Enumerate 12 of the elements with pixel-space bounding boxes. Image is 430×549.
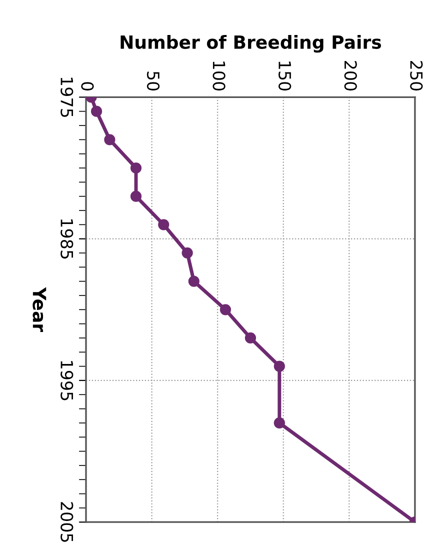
y-axis-title: Year <box>32 287 46 332</box>
x-tick-label: 0 <box>81 82 94 91</box>
x-tick-label: 200 <box>344 61 357 91</box>
x-tick-label: 100 <box>212 62 226 91</box>
y-tick-label: 1995 <box>60 361 74 400</box>
x-axis-title: Number of Breeding Pairs <box>120 34 382 53</box>
y-tick-label: 2005 <box>60 502 74 542</box>
y-tick-label: 1975 <box>60 78 74 117</box>
y-tick-label: 1985 <box>60 219 74 259</box>
x-tick-label: 50 <box>146 72 160 91</box>
x-tick-label: 150 <box>278 62 292 91</box>
x-tick-label: 250 <box>410 61 423 91</box>
